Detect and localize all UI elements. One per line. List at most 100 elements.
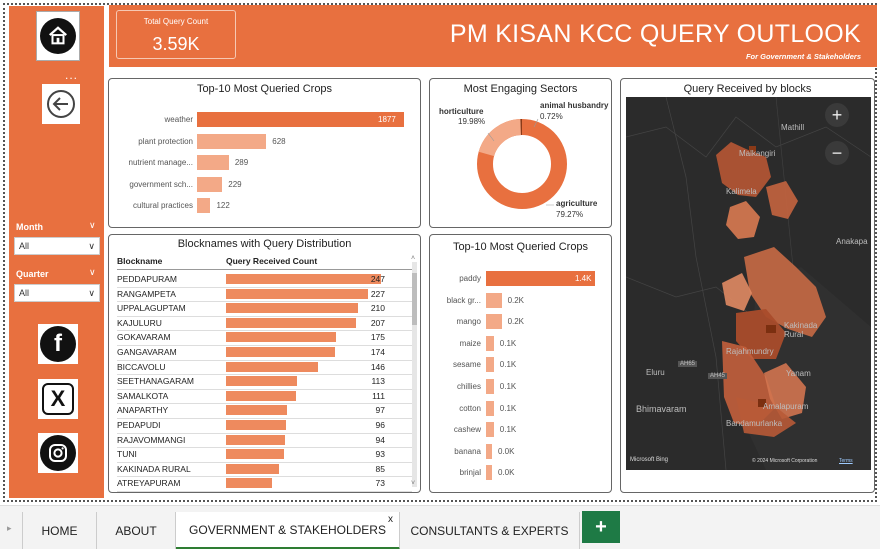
crop-bar[interactable] — [486, 292, 502, 308]
month-slicer-label: Month — [16, 222, 43, 232]
back-button[interactable] — [42, 84, 80, 124]
page-tabs-bar: ▸ HOME ABOUT GOVERNMENT & STAKEHOLDERS x… — [0, 505, 880, 549]
query-count-bar — [226, 274, 381, 284]
blockname-cell: KAJULURU — [117, 317, 162, 328]
sector-label-animal-husbandry: animal husbandry — [540, 101, 609, 110]
header-divider — [117, 269, 412, 270]
quarter-dropdown[interactable]: All ∨ — [14, 284, 100, 302]
crop-bar-value: 122 — [216, 201, 230, 210]
query-count-bar — [226, 317, 356, 328]
query-count-value: 227 — [370, 288, 385, 299]
panel-title: Query Received by blocks — [683, 83, 812, 95]
page-title: PM KISAN KCC QUERY OUTLOOK — [449, 20, 861, 48]
table-scroll-thumb[interactable] — [412, 273, 417, 325]
tab-about[interactable]: ABOUT — [97, 512, 176, 549]
crop-bar-label: maize — [459, 338, 481, 348]
crop-bar[interactable] — [486, 335, 494, 351]
row-divider — [117, 345, 412, 346]
home-button[interactable] — [36, 11, 80, 61]
scroll-up-icon[interactable]: ˄ — [411, 255, 416, 262]
map-label-malkangiri: Malkangiri — [739, 149, 776, 158]
map-label-eluru: Eluru — [646, 368, 665, 377]
chevron-down-icon[interactable]: ∨ — [89, 220, 96, 230]
blockname-cell: BICCAVOLU — [117, 361, 166, 372]
map-terms-link[interactable]: Terms — [839, 458, 853, 464]
query-count-bar — [226, 405, 287, 416]
table-scrollbar[interactable] — [412, 262, 417, 487]
sector-pct-agriculture: 79.27% — [556, 210, 583, 219]
crop-bar[interactable] — [486, 443, 492, 459]
map-label-bandamurlanka: Bandamurlanka — [726, 419, 783, 428]
report-page-frame — [3, 3, 877, 502]
x-twitter-button[interactable]: X — [38, 379, 78, 419]
close-tab-icon[interactable]: x — [388, 514, 393, 525]
column-header-blockname[interactable]: Blockname — [117, 256, 163, 266]
row-divider — [117, 432, 412, 434]
engaging-sectors-panel[interactable]: Most Engaging Sectors horticulture 19.98… — [429, 78, 612, 228]
row-divider — [117, 447, 412, 449]
query-count-bar — [226, 390, 296, 401]
query-by-blocks-map-panel[interactable]: Query Received by blocks — [620, 78, 875, 493]
crop-bar[interactable] — [197, 155, 229, 170]
row-divider — [117, 330, 412, 332]
query-count-value: 175 — [370, 332, 385, 343]
crop-bar[interactable] — [197, 176, 223, 192]
map-label-ah65: AH65 — [678, 361, 698, 367]
tab-consultants-experts[interactable]: CONSULTANTS & EXPERTS — [400, 512, 580, 549]
row-divider — [117, 374, 412, 376]
tab-scroll-left-icon[interactable]: ▸ — [7, 523, 12, 533]
crop-bar[interactable] — [197, 133, 267, 149]
crop-bar[interactable] — [197, 112, 404, 127]
chevron-down-icon: ∨ — [88, 287, 95, 298]
sector-pct-horticulture: 19.98% — [458, 117, 485, 126]
blockname-cell: KAKINADA RURAL — [117, 463, 191, 474]
crop-bar-value: 289 — [234, 158, 249, 167]
tab-home[interactable]: HOME — [22, 512, 97, 549]
crop-bar-value: 229 — [228, 179, 242, 189]
month-dropdown[interactable]: All ∨ — [14, 237, 100, 255]
zoom-in-button[interactable]: + — [825, 103, 849, 127]
map-label-rajahmundry: Rajahmundry — [726, 347, 774, 356]
query-count-bar — [226, 376, 297, 387]
crop-bar[interactable] — [486, 422, 494, 438]
facebook-button[interactable]: f — [38, 324, 78, 364]
home-icon — [40, 18, 76, 54]
row-divider — [117, 286, 412, 288]
chevron-down-icon: ∨ — [88, 240, 95, 251]
tab-government-stakeholders[interactable]: GOVERNMENT & STAKEHOLDERS — [176, 512, 400, 549]
top-queried-crops-panel[interactable]: Top-10 Most Queried Crops weather 1877 pla… — [108, 78, 421, 228]
blocknames-table-panel[interactable]: Blocknames with Query Distribution Block… — [108, 234, 421, 493]
column-header-query-count[interactable]: Query Received Count — [226, 256, 318, 266]
top-queried-crops-panel-2[interactable]: Top-10 Most Queried Crops paddy 1.4K black… — [429, 234, 612, 493]
scroll-down-icon[interactable]: ˅ — [411, 480, 416, 487]
map-label-mathill: Mathill — [781, 123, 805, 132]
crop-bar[interactable] — [486, 271, 595, 286]
query-count-value: 96 — [375, 420, 385, 430]
row-divider — [117, 461, 412, 463]
row-divider — [117, 491, 412, 492]
blocks-map[interactable]: Mathill Malkangiri Kalimela Anakapa Kaki… — [626, 97, 871, 470]
crop-bar[interactable] — [486, 465, 492, 481]
crop-bar-label: cultural practices — [132, 201, 193, 210]
more-options-dots[interactable]: ... — [65, 68, 79, 82]
crop-bar-value: 0.0K — [498, 468, 515, 478]
crop-bar-value: 1.4K — [575, 274, 592, 283]
map-copyright: © 2024 Microsoft Corporation — [752, 458, 818, 464]
chevron-down-icon[interactable]: ∨ — [89, 267, 96, 277]
month-dropdown-value: All — [19, 241, 30, 251]
crop-bar-label: black gr... — [446, 295, 481, 305]
query-count-value: 73 — [375, 478, 385, 489]
page-subtitle: For Government & Stakeholders — [745, 52, 861, 61]
crop-bar-value: 0.2K — [507, 295, 525, 305]
crop-bar[interactable] — [486, 357, 494, 373]
row-divider — [117, 418, 412, 419]
crop-bar[interactable] — [197, 198, 211, 213]
crop-bar[interactable] — [486, 379, 494, 394]
add-page-button[interactable]: + — [582, 511, 620, 543]
crop-bar[interactable] — [486, 314, 502, 330]
instagram-button[interactable] — [38, 433, 78, 473]
crop-bar-label: cashew — [453, 425, 481, 435]
crop-bar[interactable] — [486, 400, 494, 416]
crop-bar-label: weather — [164, 115, 193, 124]
zoom-out-button[interactable]: − — [825, 141, 849, 165]
